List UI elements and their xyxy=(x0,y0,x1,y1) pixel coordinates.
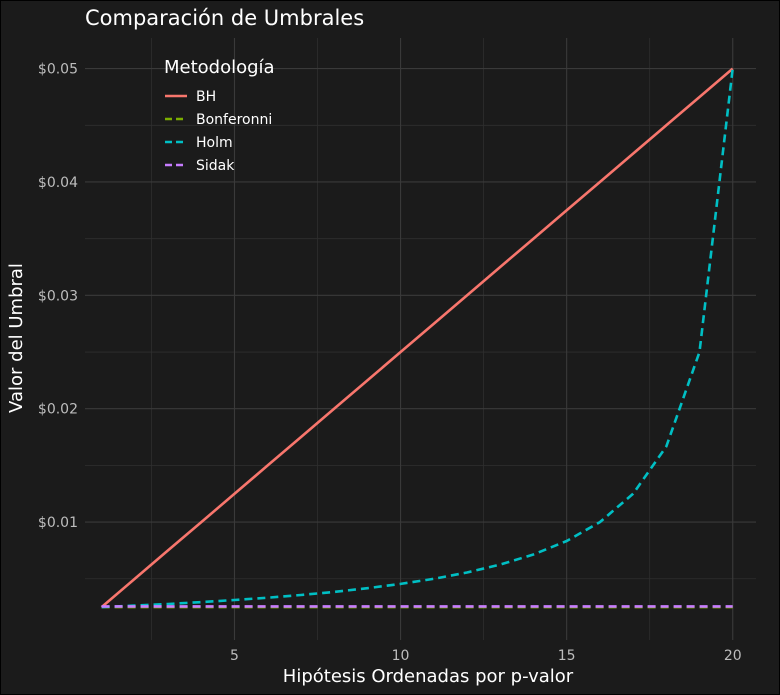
series-lines xyxy=(100,67,734,609)
y-tick-label: $0.03 xyxy=(38,288,78,304)
y-tick-label: $0.01 xyxy=(38,515,78,531)
series-line-holm xyxy=(101,68,734,609)
series-line-bh xyxy=(100,67,734,609)
grid xyxy=(85,38,756,640)
y-tick-label: $0.04 xyxy=(38,175,78,191)
y-axis-ticks: $0.01 $0.02 $0.03 $0.04 $0.05 xyxy=(38,62,78,531)
x-axis-ticks: 5 10 15 20 xyxy=(230,648,742,664)
y-tick-label: $0.05 xyxy=(38,62,78,78)
legend-title: Metodología xyxy=(164,57,275,78)
chart-title: Comparación de Umbrales xyxy=(85,6,364,30)
x-tick-label: 5 xyxy=(230,648,239,664)
x-tick-label: 15 xyxy=(558,648,576,664)
legend-label-bonferonni: Bonferonni xyxy=(196,112,272,128)
legend: Metodología BH Bonferonni Holm Sidak xyxy=(164,57,275,174)
x-tick-label: 20 xyxy=(724,648,742,664)
y-axis-title: Valor del Umbral xyxy=(6,263,27,413)
legend-label-bh: BH xyxy=(196,89,216,105)
y-tick-label: $0.02 xyxy=(38,402,78,418)
legend-label-sidak: Sidak xyxy=(196,158,235,174)
x-tick-label: 10 xyxy=(392,648,410,664)
x-axis-title: Hipótesis Ordenadas por p-valor xyxy=(283,666,574,687)
legend-label-holm: Holm xyxy=(196,135,233,151)
